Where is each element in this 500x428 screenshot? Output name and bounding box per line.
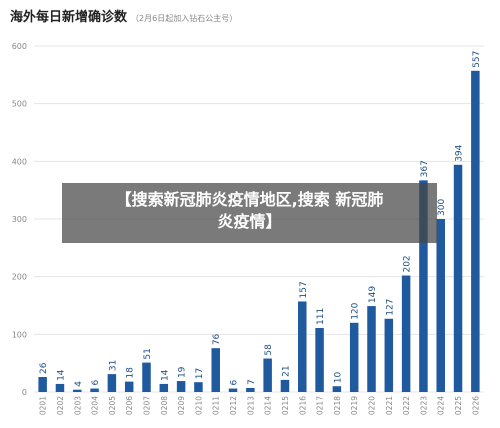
bar-0209 xyxy=(176,381,186,392)
chart-header: 海外每日新增确诊数 （2月6日起加入钻石公主号） xyxy=(10,6,237,25)
y-tick-label: 500 xyxy=(12,100,27,109)
x-tick-label: 0222 xyxy=(402,396,411,415)
x-tick-label: 0224 xyxy=(437,396,446,415)
bar-value-label: 6 xyxy=(230,380,240,386)
chart-title: 海外每日新增确诊数 xyxy=(10,10,128,25)
x-tick-label: 0216 xyxy=(298,396,307,415)
bar-value-label: 51 xyxy=(143,348,153,359)
bar-value-label: 31 xyxy=(108,360,118,371)
bars xyxy=(38,70,480,393)
x-tick-label: 0219 xyxy=(350,396,359,415)
bar-value-label: 26 xyxy=(39,362,49,374)
x-tick-label: 0215 xyxy=(281,396,290,415)
x-tick-label: 0204 xyxy=(91,396,100,415)
bar-value-label: 557 xyxy=(472,51,482,68)
bar-value-label: 7 xyxy=(247,379,257,385)
bar-0201 xyxy=(38,377,47,392)
bar-0214 xyxy=(263,358,272,392)
y-tick-label: 200 xyxy=(12,273,27,282)
bar-0225 xyxy=(453,164,463,392)
bar-0223 xyxy=(419,180,428,392)
bar-0205 xyxy=(107,374,117,392)
x-tick-label: 0203 xyxy=(73,396,82,415)
bar-value-label: 18 xyxy=(126,367,136,379)
bar-value-label: 21 xyxy=(281,365,291,376)
bar-0206 xyxy=(124,381,134,392)
bar-value-label: 76 xyxy=(212,333,222,345)
bar-0220 xyxy=(367,306,376,392)
search-overlay-banner: 【搜索新冠肺炎疫情地区,搜索 新冠肺 炎疫情】 xyxy=(62,183,437,243)
y-tick-label: 600 xyxy=(12,42,27,51)
x-tick-label: 0211 xyxy=(212,396,221,415)
bar-value-label: 300 xyxy=(437,199,447,216)
bar-0212 xyxy=(228,388,238,392)
bar-0211 xyxy=(211,348,220,392)
overlay-text-line-2: 炎疫情】 xyxy=(217,212,282,231)
bar-0221 xyxy=(384,318,394,392)
bar-0218 xyxy=(332,386,342,392)
y-tick-label: 300 xyxy=(12,215,27,224)
bar-value-label: 14 xyxy=(160,369,170,381)
x-tick-label: 0209 xyxy=(177,396,186,415)
bar-0213 xyxy=(246,387,255,392)
overlay-text-line-1: 【搜索新冠肺炎疫情地区,搜索 新冠肺 xyxy=(115,190,384,209)
x-tick-label: 0206 xyxy=(125,396,134,415)
x-tick-label: 0221 xyxy=(385,396,394,415)
x-tick-label: 0214 xyxy=(264,396,273,415)
x-tick-label: 0205 xyxy=(108,396,117,415)
y-tick-label: 100 xyxy=(12,330,27,339)
x-tick-label: 0212 xyxy=(229,396,238,415)
bar-value-label: 394 xyxy=(455,144,465,161)
bar-value-label: 6 xyxy=(91,380,101,386)
bar-0226 xyxy=(471,70,480,393)
x-tick-label: 0202 xyxy=(56,396,65,415)
bar-0210 xyxy=(194,382,203,392)
bar-0204 xyxy=(90,388,99,392)
x-tick-label: 0225 xyxy=(454,396,463,415)
bar-value-label: 10 xyxy=(333,372,343,384)
x-tick-label: 0213 xyxy=(246,396,255,415)
y-tick-label: 0 xyxy=(22,388,27,397)
bar-0219 xyxy=(349,322,359,392)
bar-value-label: 14 xyxy=(56,369,66,381)
bar-0217 xyxy=(315,327,324,392)
x-tick-label: 0210 xyxy=(194,396,203,415)
bar-value-label: 120 xyxy=(351,302,361,319)
bar-value-label: 367 xyxy=(420,160,430,177)
bar-value-label: 4 xyxy=(74,381,84,387)
x-tick-label: 0218 xyxy=(333,396,342,415)
x-tick-label: 0207 xyxy=(143,396,152,415)
y-tick-label: 400 xyxy=(12,157,27,166)
bar-value-label: 202 xyxy=(403,255,413,272)
bar-value-label: 19 xyxy=(178,366,188,378)
bar-0208 xyxy=(159,383,169,392)
bar-value-label: 111 xyxy=(316,308,326,325)
bar-value-label: 58 xyxy=(264,344,274,356)
x-tick-label: 0226 xyxy=(471,396,480,415)
bar-0203 xyxy=(73,389,82,392)
bar-value-label: 157 xyxy=(299,281,309,298)
x-tick-label: 0217 xyxy=(316,396,325,415)
x-tick-label: 0201 xyxy=(39,396,48,415)
x-tick-label: 0220 xyxy=(368,396,377,415)
x-axis-ticks: 0201 0202 0203 0204 0205 0206 0207 0208 0209 0210… xyxy=(39,396,481,415)
bar-0222 xyxy=(401,275,411,392)
bar-0215 xyxy=(280,379,290,392)
bar-value-label: 17 xyxy=(195,368,205,379)
bar-0216 xyxy=(298,301,307,392)
x-tick-label: 0223 xyxy=(419,396,428,415)
bar-value-label: 127 xyxy=(385,299,395,316)
y-axis-ticks: 0 100 200 300 400 500 600 xyxy=(12,42,27,397)
bar-0202 xyxy=(55,383,65,392)
x-tick-label: 0208 xyxy=(160,396,169,415)
chart-subtitle: （2月6日起加入钻石公主号） xyxy=(131,14,238,23)
bar-value-label: 149 xyxy=(368,286,378,303)
bar-0207 xyxy=(142,362,151,392)
bar-0224 xyxy=(436,219,445,392)
